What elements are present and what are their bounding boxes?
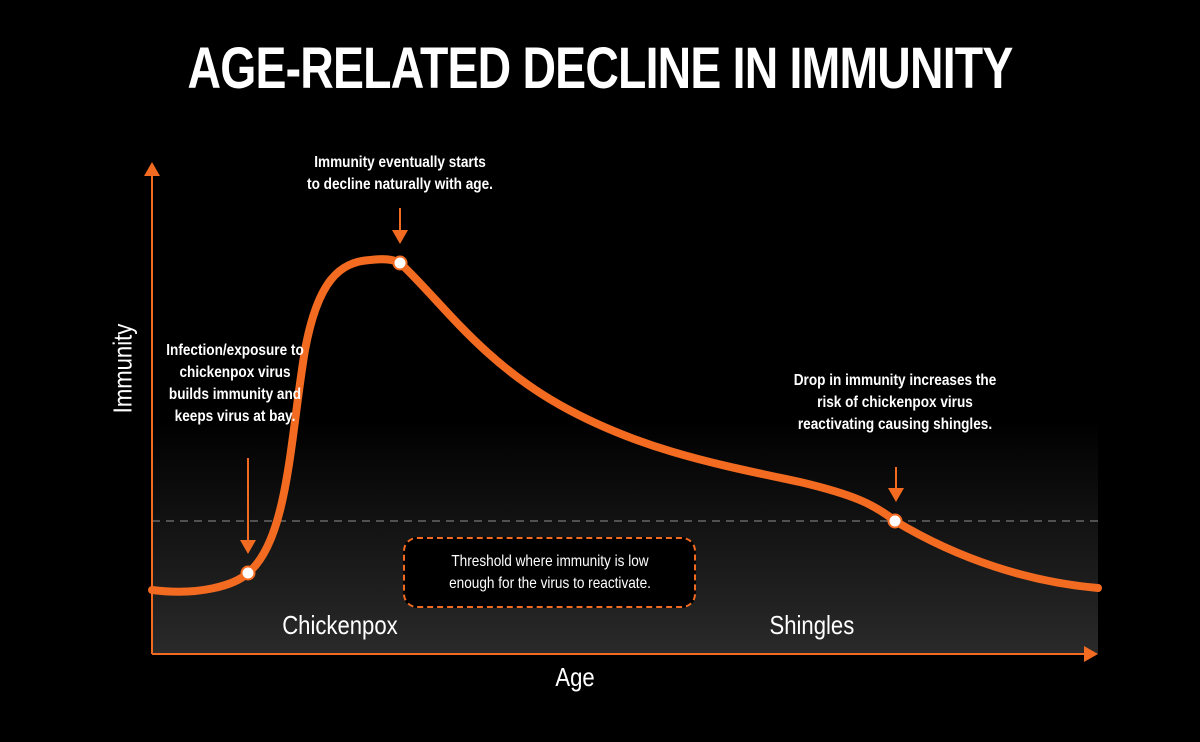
x-axis-label: Age	[555, 662, 595, 692]
threshold-label: Threshold where immunity is low enough f…	[448, 552, 651, 592]
infection-marker	[240, 565, 256, 581]
infection-arrow-head	[240, 540, 256, 554]
x-axis-arrow	[1084, 646, 1098, 662]
infection-annotation: Infection/exposure to chickenpox virus b…	[166, 342, 304, 425]
y-axis-arrow	[144, 162, 160, 176]
peak-arrow-head	[392, 230, 408, 244]
reactivation-marker	[887, 513, 903, 529]
phase-shingles: Shingles	[769, 610, 855, 640]
peak-marker	[392, 255, 408, 271]
threshold-callout: Threshold where immunity is low enough f…	[403, 537, 696, 608]
drop-annotation: Drop in immunity increases the risk of c…	[793, 372, 997, 433]
page-title: AGE-RELATED DECLINE IN IMMUNITY	[187, 36, 1014, 101]
peak-annotation: Immunity eventually starts to decline na…	[307, 154, 493, 193]
drop-arrow-head	[888, 488, 904, 502]
phase-chickenpox: Chickenpox	[282, 610, 398, 640]
y-axis-label: Immunity	[107, 323, 138, 414]
immunity-curve	[148, 255, 1102, 596]
